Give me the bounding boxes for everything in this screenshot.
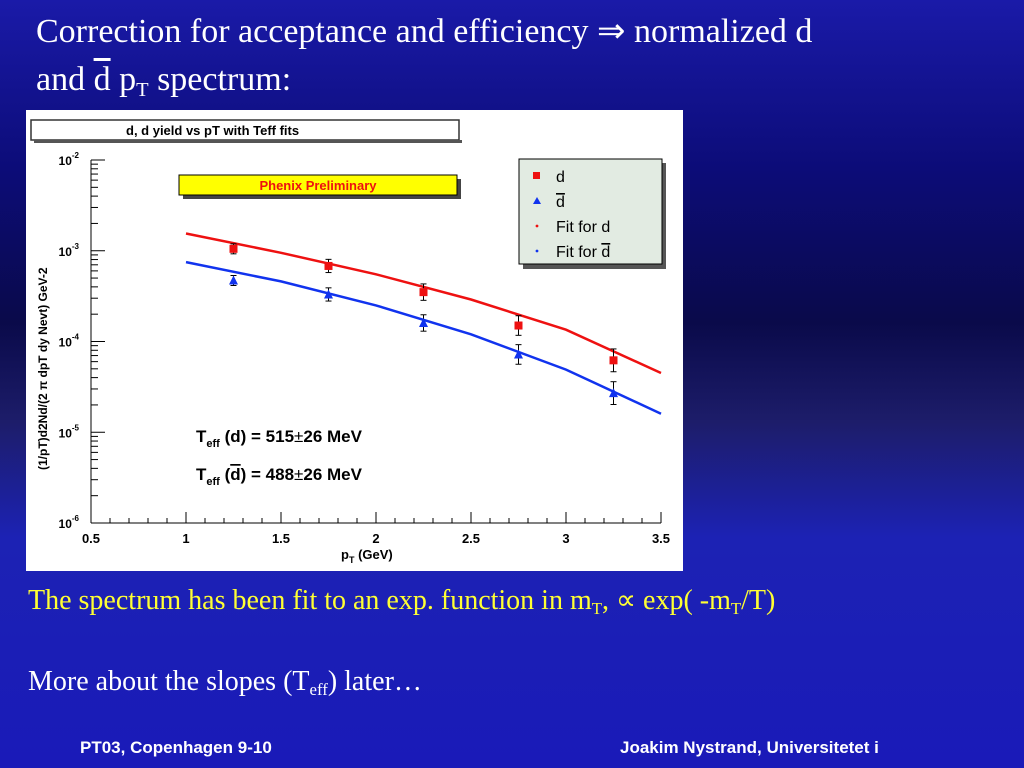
slide-title: Correction for acceptance and efficiency… — [36, 8, 996, 114]
y-tick-label: 10-5 — [59, 423, 80, 440]
title-antideuteron: d — [93, 61, 111, 98]
x-tick-label: 0.5 — [82, 531, 100, 546]
implies-arrow: ⇒ — [597, 13, 626, 50]
legend-marker-fit — [535, 249, 539, 253]
legend-label: Fit for d — [556, 244, 610, 261]
x-tick-label: 3 — [562, 531, 569, 546]
data-point-d — [609, 356, 618, 365]
y-tick-label: 10-2 — [59, 151, 80, 168]
x-tick-label: 3.5 — [652, 531, 670, 546]
banner-text: Phenix Preliminary — [259, 178, 377, 193]
title-text-3: and — [36, 61, 86, 98]
fit-text-exp: exp( -m — [643, 585, 731, 616]
fit-text-pre: The spectrum has been fit to an exp. fun… — [28, 585, 592, 616]
legend-marker-dbar — [533, 197, 541, 204]
y-axis-label: (1/pT)d2Nd/(2 π dpT dy Nevt) GeV-2 — [36, 267, 50, 470]
data-point-d — [324, 261, 333, 270]
title-text-1: Correction for acceptance and efficiency — [36, 13, 589, 50]
data-point-d — [419, 288, 428, 297]
fit-description: The spectrum has been fit to an exp. fun… — [28, 584, 775, 626]
data-point-dbar — [609, 388, 618, 398]
banner-box — [178, 174, 458, 196]
data-point-dbar — [514, 349, 523, 359]
data-point-d — [229, 244, 238, 253]
footer-left: PT03, Copenhagen 9-10 — [80, 738, 272, 757]
fit-text-sub2: T — [730, 599, 742, 619]
footer-right: Joakim Nystrand, Universitetet i — [620, 738, 879, 757]
data-point-dbar — [324, 289, 333, 299]
slopes-text-post: ) later… — [327, 666, 422, 697]
fit-text-comma: , — [602, 585, 609, 616]
x-tick-label: 2 — [372, 531, 379, 546]
data-point-dbar — [419, 317, 428, 327]
x-tick-label: 1 — [182, 531, 189, 546]
fit-text-sub1: T — [591, 599, 602, 619]
fit-text-end: /T) — [741, 585, 776, 616]
legend-label: Fit for d — [556, 219, 610, 236]
title-pt-p: p — [119, 61, 137, 98]
chart-figure: d, d yield vs pT with Teff fits 0.5 1 1.5 2 2… — [26, 110, 683, 571]
chart-title-shadow — [34, 140, 462, 143]
x-axis-label: pT (GeV) — [341, 547, 393, 565]
title-text-4: spectrum: — [157, 61, 292, 98]
legend-marker-fit — [535, 224, 539, 228]
x-tick-label: 1.5 — [272, 531, 290, 546]
data-point-dbar — [229, 275, 238, 285]
chart-svg: d, d yield vs pT with Teff fits 0.5 1 1.5 2 2… — [30, 119, 670, 565]
title-text-2: normalized d — [634, 13, 813, 50]
y-tick-label: 10-3 — [59, 242, 80, 259]
legend-marker-d — [533, 172, 540, 179]
teff-annotation: Teff (d) = 488±26 MeV — [196, 465, 363, 488]
chart-title: d, d yield vs pT with Teff fits — [126, 123, 299, 138]
x-tick-label: 2.5 — [462, 531, 480, 546]
y-tick-label: 10-6 — [59, 514, 80, 531]
y-tick-label: 10-4 — [59, 333, 80, 350]
title-pt-sub: T — [136, 79, 149, 102]
slopes-text-sub: eff — [309, 680, 328, 700]
teff-annotation: Teff (d) = 515±26 MeV — [196, 427, 363, 450]
slopes-note: More about the slopes (Teff) later… — [28, 665, 422, 707]
slopes-text-pre: More about the slopes (T — [28, 666, 310, 697]
data-point-d — [514, 321, 523, 330]
proportional-symbol: ∝ — [616, 585, 637, 616]
legend-label: d — [556, 169, 565, 186]
legend-label: d — [556, 194, 565, 211]
legend-box — [518, 158, 663, 265]
